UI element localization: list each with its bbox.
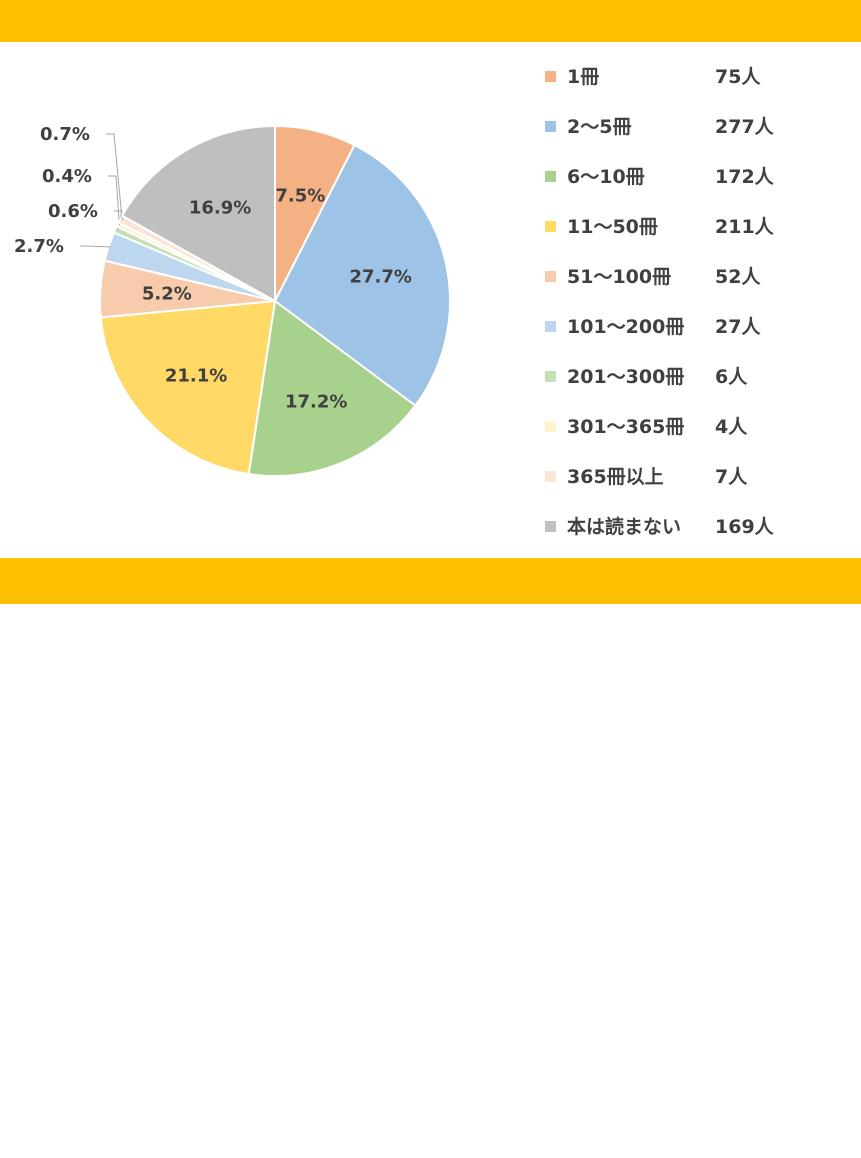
top-band bbox=[0, 0, 861, 42]
legend-swatch bbox=[545, 271, 556, 282]
legend-count: 172人 bbox=[715, 166, 774, 188]
legend-swatch bbox=[545, 471, 556, 482]
logo-company: CO.,LTD. bbox=[806, 1129, 844, 1138]
legend-label: 本は読まない bbox=[567, 516, 682, 538]
leader-line bbox=[106, 133, 123, 221]
pie-slice bbox=[120, 124, 276, 303]
leader-line bbox=[108, 175, 120, 226]
data-label: 17.2% bbox=[285, 391, 347, 412]
legend-item: 101〜200冊 27人 bbox=[545, 312, 805, 340]
legend-label: 6〜10冊 bbox=[567, 166, 645, 188]
legend-label: 101〜200冊 bbox=[567, 316, 685, 338]
bottom-band: NAVIT CO.,LTD. www.navit-j.com bbox=[0, 558, 861, 1155]
data-label: 7.5% bbox=[275, 186, 325, 207]
legend-count: 27人 bbox=[715, 316, 761, 338]
legend-label: 11〜50冊 bbox=[567, 216, 658, 238]
legend-swatch bbox=[545, 371, 556, 382]
legend-swatch bbox=[545, 521, 556, 532]
legend-item: 201〜300冊 6人 bbox=[545, 362, 805, 390]
legend-label: 51〜100冊 bbox=[567, 266, 672, 288]
legend-item: 301〜365冊 4人 bbox=[545, 412, 805, 440]
legend-count: 75人 bbox=[715, 66, 761, 88]
legend-label: 201〜300冊 bbox=[567, 366, 685, 388]
leader-line bbox=[80, 245, 111, 248]
data-label: 27.7% bbox=[349, 266, 411, 287]
data-label: 0.7% bbox=[40, 124, 90, 145]
legend-swatch bbox=[545, 171, 556, 182]
logo-url: www.navit-j.com bbox=[754, 1145, 829, 1155]
legend-count: 7人 bbox=[715, 466, 748, 488]
legend-item: 51〜100冊 52人 bbox=[545, 262, 805, 290]
legend-count: 169人 bbox=[715, 516, 774, 538]
legend-swatch bbox=[545, 71, 556, 82]
data-label: 5.2% bbox=[142, 284, 192, 305]
legend-item: 11〜50冊 211人 bbox=[545, 212, 805, 240]
legend-count: 4人 bbox=[715, 416, 748, 438]
navit-logo: NAVIT CO.,LTD. www.navit-j.com bbox=[710, 1120, 856, 1158]
data-label: 16.9% bbox=[189, 197, 251, 218]
legend-label: 1冊 bbox=[567, 66, 600, 88]
legend-item: 6〜10冊 172人 bbox=[545, 162, 805, 190]
pie-slice bbox=[99, 299, 277, 476]
legend-count: 211人 bbox=[715, 216, 774, 238]
legend-count: 277人 bbox=[715, 116, 774, 138]
legend-item: 2〜5冊 277人 bbox=[545, 112, 805, 140]
legend-count: 52人 bbox=[715, 266, 761, 288]
legend-swatch bbox=[545, 121, 556, 132]
legend-count: 6人 bbox=[715, 366, 748, 388]
legend-item: 1冊 75人 bbox=[545, 62, 805, 90]
pie-chart: 7.5% 27.7% 17.2% 21.1% 5.2% 2.7% 0.6% 0.4% 0.7% 1… bbox=[14, 124, 451, 477]
data-label: 21.1% bbox=[165, 366, 227, 387]
pie-slice bbox=[247, 299, 417, 477]
data-label: 2.7% bbox=[14, 236, 64, 257]
legend-label: 2〜5冊 bbox=[567, 116, 632, 138]
data-label: 0.6% bbox=[48, 201, 98, 222]
legend-label: 365冊以上 bbox=[567, 466, 664, 488]
legend-swatch bbox=[545, 221, 556, 232]
data-label: 0.4% bbox=[42, 166, 92, 187]
legend-item: 本は読まない 169人 bbox=[545, 512, 805, 540]
legend-label: 301〜365冊 bbox=[567, 416, 685, 438]
legend-item: 365冊以上 7人 bbox=[545, 462, 805, 490]
pie-slice bbox=[273, 143, 451, 408]
legend-swatch bbox=[545, 421, 556, 432]
legend-swatch bbox=[545, 321, 556, 332]
